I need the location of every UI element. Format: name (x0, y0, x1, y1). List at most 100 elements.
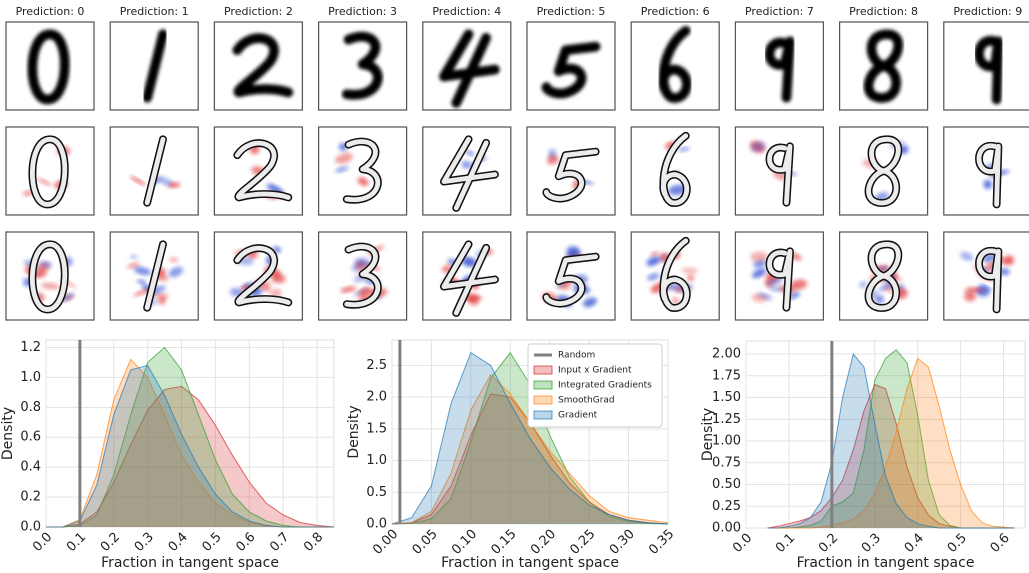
attribution-blob (788, 291, 800, 300)
attribution-blob (547, 155, 559, 165)
digit-stroke (341, 31, 383, 100)
legend-swatch (533, 410, 553, 420)
attribution-blob (875, 294, 885, 304)
attribution-blob (240, 284, 249, 291)
x-tick-label: 0.4 (902, 531, 927, 556)
digit-inner (543, 149, 599, 201)
y-tick-label: 1.2 (20, 340, 41, 355)
digit-inner (767, 143, 793, 206)
attribution-blob (967, 287, 985, 293)
legend-label: Random (558, 351, 595, 361)
attribution-blob (133, 288, 152, 297)
digit-image (317, 126, 408, 216)
density-area (46, 365, 334, 527)
digit-image (943, 231, 1029, 321)
image-title: Prediction: 1 (120, 5, 189, 18)
attribution-blob (647, 273, 660, 281)
attribution-blob (650, 251, 659, 257)
digit-inner (441, 241, 498, 316)
digit-image (734, 126, 825, 216)
density-area (767, 358, 1015, 528)
x-axis-label: Fraction in tangent space (441, 555, 619, 571)
digit-image (5, 21, 95, 111)
digit-inner (344, 139, 381, 203)
digit-image (422, 126, 512, 216)
x-tick-label: 0.2 (98, 530, 123, 555)
y-tick-label: 1.75 (712, 368, 741, 383)
attribution-blob (960, 251, 974, 261)
digit-image (943, 126, 1029, 216)
attribution-blob (566, 246, 581, 257)
attribution-blob (582, 297, 597, 308)
density-area (46, 347, 334, 527)
attribution-blob (168, 182, 181, 188)
y-tick-label: 2.00 (712, 347, 741, 362)
digit-image (838, 21, 929, 111)
digit-stroke (439, 29, 500, 108)
attribution-blob (40, 282, 60, 290)
density-area (392, 393, 668, 524)
y-tick-label: 1.00 (712, 434, 741, 449)
legend-label: Input x Gradient (558, 366, 632, 376)
legend-label: Gradient (558, 411, 598, 421)
attribution-blob (358, 287, 374, 298)
attribution-blob (790, 279, 808, 290)
density-area (46, 359, 334, 527)
attribution-blob (37, 178, 52, 186)
density-area (767, 349, 1015, 528)
attribution-blob (270, 288, 282, 298)
image-title: Prediction: 8 (849, 5, 918, 18)
x-tick-label: 0.3 (859, 531, 884, 556)
attribution-blob (964, 292, 976, 302)
digit-image (213, 126, 304, 216)
digit-image (109, 231, 199, 321)
digit-stroke (27, 29, 70, 105)
digit-image (630, 126, 720, 216)
y-tick-label: 0.50 (712, 477, 741, 492)
y-tick-label: 0.0 (20, 520, 41, 535)
x-axis-label: Fraction in tangent space (797, 555, 975, 571)
y-tick-label: 0.00 (712, 521, 741, 536)
y-tick-label: 0.5 (366, 485, 387, 500)
legend-label: SmoothGrad (558, 396, 615, 406)
digit-inner (976, 248, 1001, 312)
digit-image (109, 126, 199, 216)
y-tick-label: 0.75 (712, 455, 741, 470)
legend-box (527, 343, 663, 428)
digit-inner (543, 254, 599, 306)
attribution-blob (465, 150, 475, 156)
digit-inner (144, 241, 166, 311)
legend-swatch (533, 380, 553, 390)
digit-inner (234, 140, 291, 200)
image-title: Prediction: 9 (953, 5, 1022, 18)
y-tick-label: 0.25 (712, 499, 741, 514)
attribution-blob (462, 256, 477, 266)
x-tick-label: 0.5 (199, 530, 224, 555)
y-tick-label: 1.50 (712, 390, 741, 405)
y-tick-label: 1.0 (366, 453, 387, 468)
digit-image (109, 21, 199, 111)
y-tick-label: 0.8 (20, 400, 41, 415)
attribution-blob (878, 266, 890, 270)
x-tick-label: 0.7 (267, 530, 292, 555)
attribution-blob (22, 190, 34, 196)
attribution-blob (999, 268, 1010, 276)
digit-image (213, 21, 304, 111)
digit-image (838, 126, 929, 216)
attribution-blob (668, 184, 687, 196)
attribution-blob (750, 251, 768, 262)
y-axis-label: Density (700, 408, 716, 461)
digit-image (630, 231, 720, 321)
y-tick-label: 1.25 (712, 412, 741, 427)
x-tick-label: 0.6 (233, 530, 258, 555)
density-line (767, 352, 1015, 529)
x-tick-label: 0.6 (988, 531, 1013, 556)
attribution-blob (357, 177, 369, 187)
digit-stroke (974, 36, 1004, 105)
y-tick-label: 0.6 (20, 430, 41, 445)
attribution-blob (129, 254, 138, 259)
digit-image (5, 231, 95, 321)
image-title: Prediction: 7 (745, 5, 814, 18)
y-axis-label: Density (0, 407, 16, 460)
